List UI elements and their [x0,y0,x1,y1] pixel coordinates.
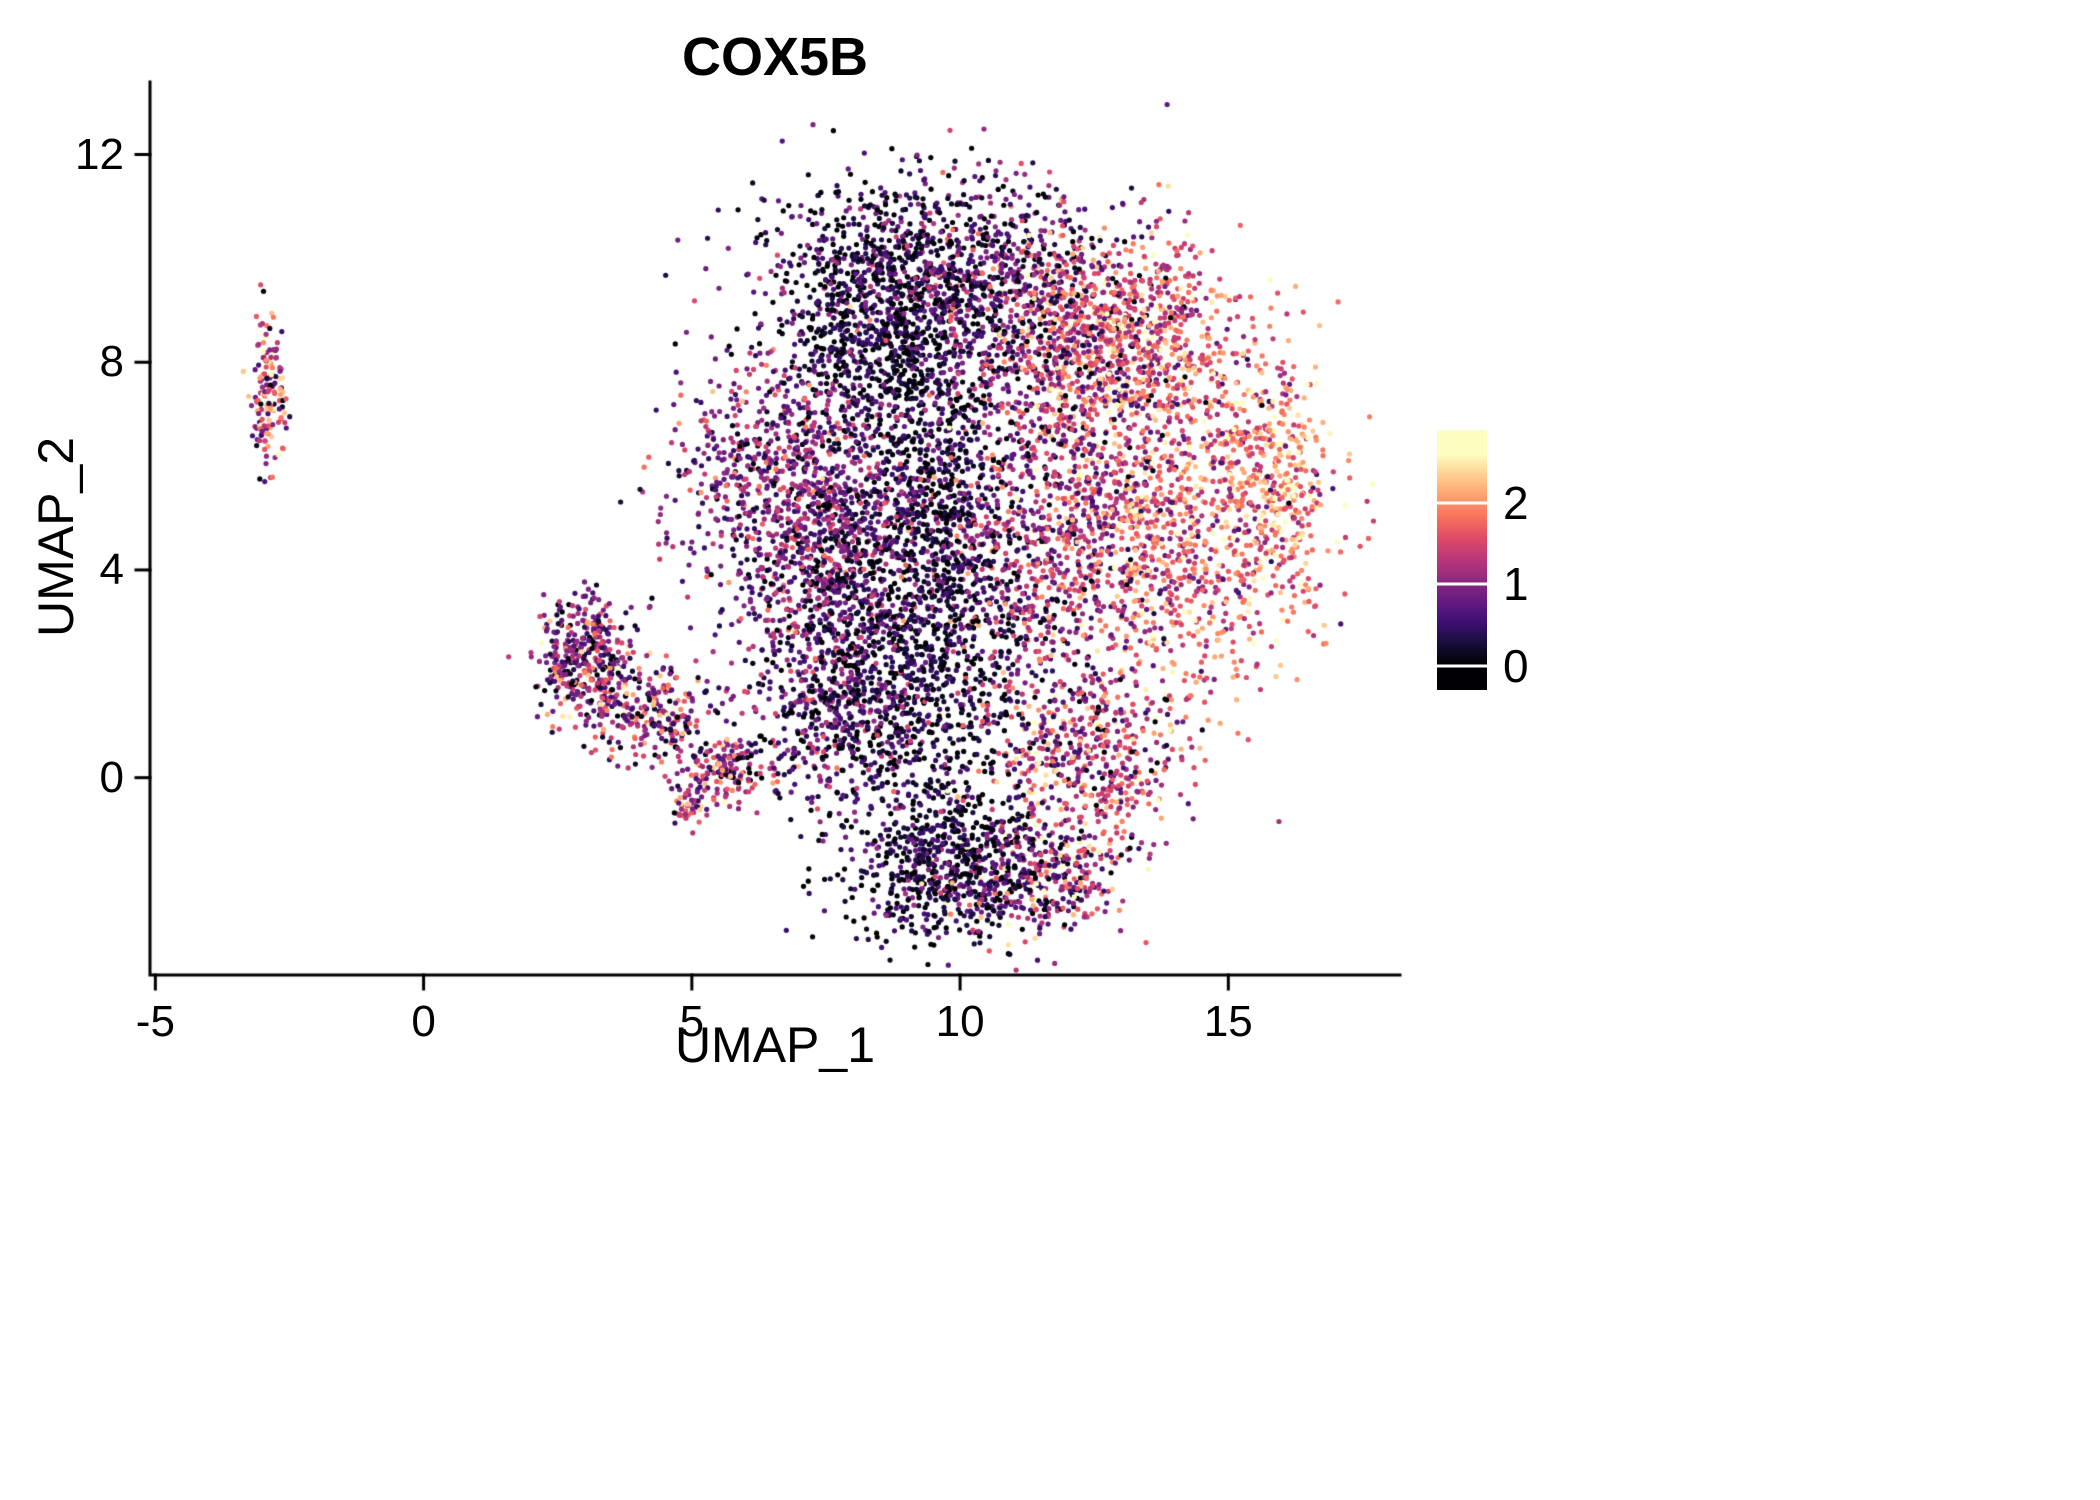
x-tick-label: 15 [1203,997,1253,1046]
colorbar-tick-mark [1437,501,1487,505]
colorbar-tick-label: 0 [1503,639,1529,692]
x-tick-label: -5 [135,997,175,1046]
x-axis-label: UMAP_1 [674,1017,876,1073]
colorbar-tick-mark [1437,664,1487,668]
x-tick-label: 5 [679,997,705,1046]
y-tick-label: 8 [99,337,124,387]
colorbar-tick-mark [1437,582,1487,586]
y-tick-label: 4 [99,544,124,594]
y-tick-label: 12 [75,129,124,179]
chart-title: COX5B [681,27,869,87]
colorbar-tick-label: 1 [1503,558,1529,611]
colorbar-gradient [1437,430,1487,690]
y-tick-label: 0 [99,752,124,802]
x-tick-label: 0 [411,997,436,1046]
colorbar-tick-label: 2 [1503,477,1529,530]
y-axis-label: UMAP_2 [28,436,84,638]
x-tick-label: 10 [935,997,985,1046]
